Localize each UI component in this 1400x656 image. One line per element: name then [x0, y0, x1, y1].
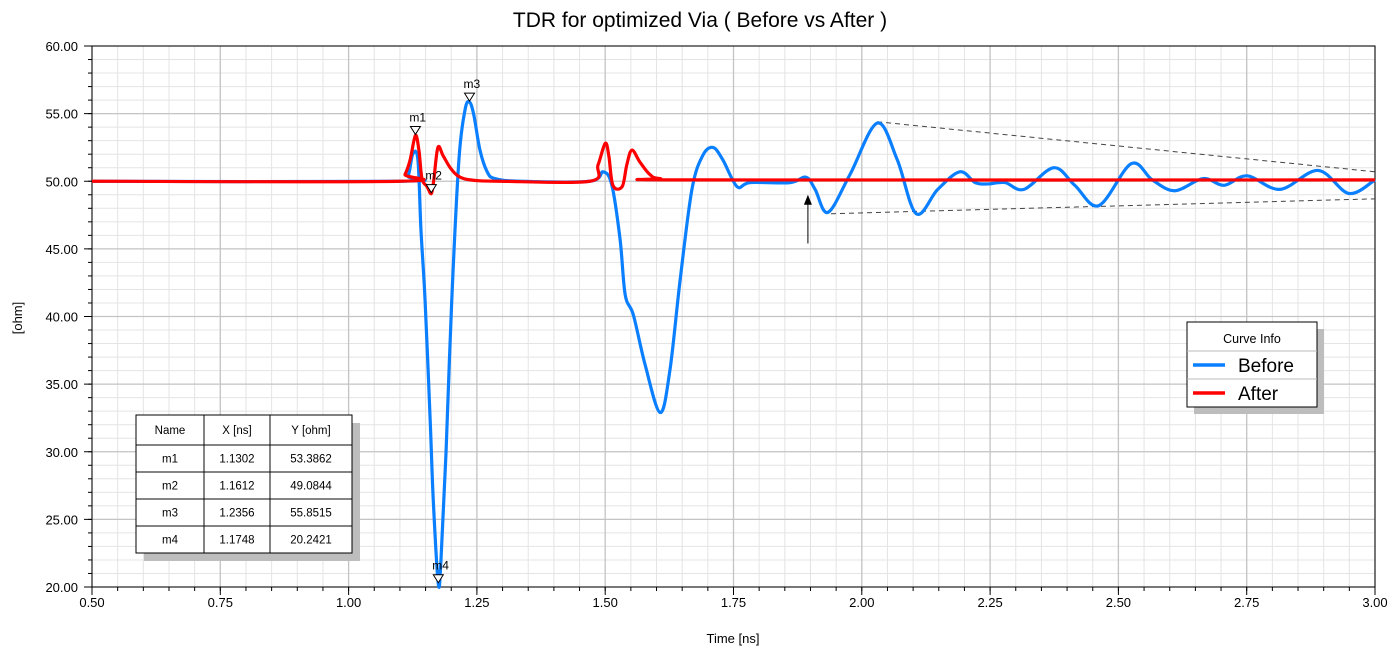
table-value: 1.1302	[219, 454, 254, 466]
envelope-upper-line	[877, 121, 1376, 173]
table-value: m3	[162, 508, 178, 520]
x-tick-label: 1.50	[593, 595, 618, 610]
y-axis-label: [ohm]	[10, 302, 25, 335]
chart-title: TDR for optimized Via ( Before vs After …	[513, 9, 887, 32]
x-tick-label: 3.00	[1362, 595, 1387, 610]
plot-frame	[91, 45, 1376, 588]
axes: 0.50 0.75 1.00 1.25 1.50 1.75 2.00 2.25 2.50 2.75…	[45, 39, 1387, 610]
series-group	[91, 99, 1376, 589]
marker-label: m4	[432, 559, 449, 573]
y-tick-label: 45.00	[45, 242, 78, 257]
y-tick-label: 25.00	[45, 512, 78, 527]
marker-table: Name X [ns] Y [ohm] m1 1.1302 53.3862 m2 1.1612…	[135, 414, 360, 561]
table-value: m2	[162, 481, 178, 493]
series-line-before	[91, 99, 1376, 589]
table-header: X [ns]	[222, 425, 251, 437]
marker-m3[interactable]: m3	[463, 77, 481, 103]
x-tick-label: 1.75	[721, 595, 746, 610]
y-tick-label: 40.00	[45, 310, 78, 325]
table-value: 1.2356	[219, 508, 254, 520]
x-tick-label: 0.75	[208, 595, 233, 610]
y-tick-label: 50.00	[45, 174, 78, 189]
legend-title: Curve Info	[1223, 332, 1281, 346]
y-tick-label: 20.00	[45, 580, 78, 595]
y-tick-label: 55.00	[45, 107, 78, 122]
y-tick-label: 35.00	[45, 377, 78, 392]
table-value: 1.1612	[219, 481, 254, 493]
table-header: Name	[155, 425, 186, 437]
marker-label: m1	[409, 110, 426, 124]
marker-triangle-icon	[463, 92, 476, 103]
table-frame	[135, 414, 353, 554]
legend-label-before: Before	[1238, 356, 1294, 377]
x-tick-label: 1.00	[336, 595, 361, 610]
y-tick-label: 30.00	[45, 445, 78, 460]
markers: m1 m2 m3 m4	[409, 77, 481, 584]
marker-triangle-icon	[432, 574, 445, 584]
marker-m4[interactable]: m4	[432, 559, 449, 584]
marker-m2[interactable]: m2	[425, 169, 442, 194]
x-tick-label: 2.25	[977, 595, 1002, 610]
y-tick-label: 60.00	[45, 39, 78, 54]
x-tick-label: 0.50	[79, 595, 104, 610]
table-cell	[269, 525, 353, 554]
x-axis-label: Time [ns]	[707, 631, 760, 646]
series-line-after	[91, 133, 1376, 196]
table-value: m1	[162, 454, 178, 466]
table-header: Y [ohm]	[291, 425, 330, 437]
legend[interactable]: Curve Info Before After	[1186, 321, 1324, 414]
marker-triangle-icon	[425, 184, 438, 194]
arrow-head-icon	[803, 194, 812, 205]
x-tick-label: 1.25	[464, 595, 489, 610]
marker-label: m2	[425, 169, 442, 183]
table-value: 55.8515	[290, 508, 332, 520]
x-tick-label: 2.50	[1106, 595, 1131, 610]
table-value: 53.3862	[290, 454, 332, 466]
table-value: 20.2421	[290, 535, 332, 547]
marker-m1[interactable]: m1	[409, 110, 426, 136]
x-tick-label: 2.75	[1234, 595, 1259, 610]
table-value: m4	[162, 535, 179, 547]
legend-label-after: After	[1238, 384, 1279, 405]
marker-triangle-icon	[409, 125, 422, 136]
x-tick-label: 2.00	[849, 595, 874, 610]
table-value: 1.1748	[219, 535, 254, 547]
marker-label: m3	[464, 77, 481, 91]
table-value: 49.0844	[290, 481, 332, 493]
